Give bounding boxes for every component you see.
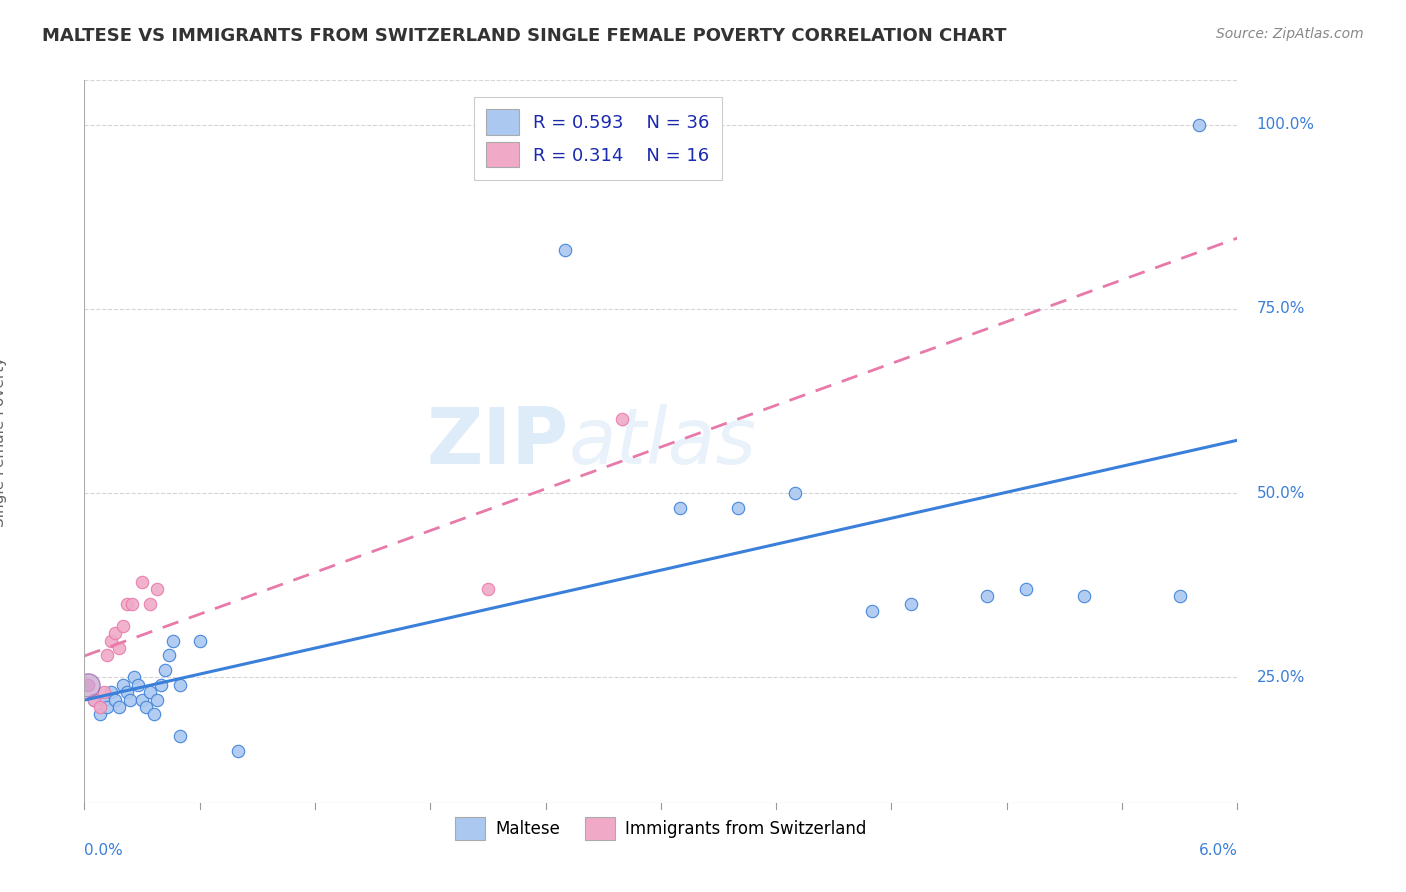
- Point: [169, 730, 191, 744]
- Text: 25.0%: 25.0%: [1257, 670, 1305, 685]
- Point: [1168, 590, 1191, 604]
- Text: 100.0%: 100.0%: [1257, 117, 1315, 132]
- Point: [108, 700, 131, 714]
- Point: [93, 685, 115, 699]
- Point: [83, 692, 105, 706]
- Point: [554, 243, 576, 257]
- Point: [121, 597, 143, 611]
- Point: [89, 700, 111, 714]
- Text: 75.0%: 75.0%: [1257, 301, 1305, 317]
- Point: [226, 744, 249, 758]
- Text: Source: ZipAtlas.com: Source: ZipAtlas.com: [1216, 27, 1364, 41]
- Point: [89, 707, 111, 722]
- Point: [100, 685, 122, 699]
- Point: [146, 692, 169, 706]
- Point: [138, 597, 160, 611]
- Point: [153, 663, 176, 677]
- Legend: Maltese, Immigrants from Switzerland: Maltese, Immigrants from Switzerland: [447, 808, 875, 848]
- Point: [612, 412, 634, 426]
- Point: [96, 700, 118, 714]
- Text: atlas: atlas: [568, 403, 756, 480]
- Point: [124, 670, 146, 684]
- Point: [142, 707, 165, 722]
- Point: [138, 685, 160, 699]
- Text: 6.0%: 6.0%: [1198, 843, 1237, 858]
- Point: [785, 486, 807, 500]
- Text: 0.0%: 0.0%: [84, 843, 124, 858]
- Point: [1015, 582, 1038, 596]
- Point: [83, 692, 105, 706]
- Point: [104, 692, 127, 706]
- Point: [860, 604, 883, 618]
- Point: [157, 648, 180, 663]
- Point: [1188, 118, 1211, 132]
- Point: [169, 678, 191, 692]
- Point: [669, 500, 692, 515]
- Text: ZIP: ZIP: [426, 403, 568, 480]
- Point: [477, 582, 499, 596]
- Text: Single Female Poverty: Single Female Poverty: [0, 357, 7, 526]
- Text: 50.0%: 50.0%: [1257, 485, 1305, 500]
- Point: [131, 692, 153, 706]
- Point: [900, 597, 922, 611]
- Point: [111, 619, 134, 633]
- Point: [131, 574, 153, 589]
- Point: [77, 678, 100, 692]
- Point: [115, 597, 138, 611]
- Point: [146, 582, 169, 596]
- Point: [120, 692, 142, 706]
- Point: [96, 648, 118, 663]
- Point: [1073, 590, 1095, 604]
- Point: [100, 633, 122, 648]
- Point: [111, 678, 134, 692]
- Point: [135, 700, 157, 714]
- Point: [162, 633, 184, 648]
- Point: [108, 640, 131, 655]
- Point: [188, 633, 211, 648]
- Point: [77, 678, 100, 692]
- Point: [150, 678, 173, 692]
- Point: [104, 626, 127, 640]
- Point: [115, 685, 138, 699]
- Point: [93, 692, 115, 706]
- Point: [727, 500, 749, 515]
- Text: MALTESE VS IMMIGRANTS FROM SWITZERLAND SINGLE FEMALE POVERTY CORRELATION CHART: MALTESE VS IMMIGRANTS FROM SWITZERLAND S…: [42, 27, 1007, 45]
- Point: [127, 678, 149, 692]
- Point: [976, 590, 998, 604]
